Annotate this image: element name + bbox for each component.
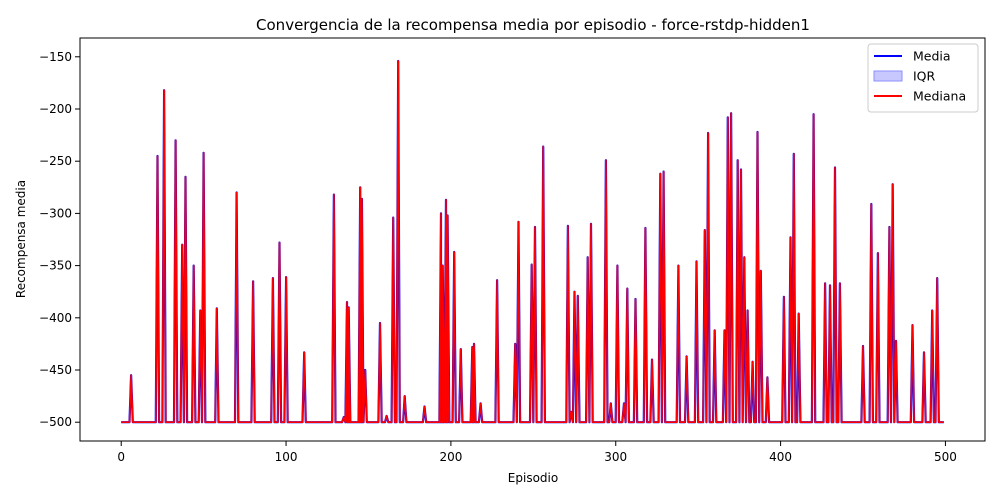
x-tick-label: 200	[439, 450, 462, 464]
x-tick-label: 400	[769, 450, 792, 464]
x-tick-label: 300	[604, 450, 627, 464]
legend-label-media: Media	[913, 49, 951, 64]
legend-swatch-iqr	[873, 70, 903, 82]
y-tick-label: −300	[39, 206, 72, 220]
y-axis: −500 −450 −400 −350 −300 −250 −200 −150	[39, 50, 80, 429]
x-tick-label: 500	[934, 450, 957, 464]
y-tick-label: −450	[39, 363, 72, 377]
y-tick-label: −500	[39, 415, 72, 429]
x-tick-label: 100	[275, 450, 298, 464]
y-tick-label: −150	[39, 50, 72, 64]
legend-label-mediana: Mediana	[913, 89, 966, 104]
x-axis-label: Episodio	[508, 471, 558, 485]
y-tick-label: −200	[39, 102, 72, 116]
chart-title: Convergencia de la recompensa media por …	[256, 16, 810, 34]
legend-label-iqr: IQR	[913, 69, 936, 84]
series-mediana-line	[121, 60, 944, 423]
x-tick-label: 0	[117, 450, 125, 464]
y-axis-label: Recompensa media	[14, 180, 28, 298]
y-tick-label: −250	[39, 154, 72, 168]
y-tick-label: −400	[39, 311, 72, 325]
legend: Media IQR Mediana	[867, 43, 979, 113]
x-axis: 0 100 200 300 400 500	[117, 441, 957, 464]
axes-frame	[79, 37, 986, 442]
y-tick-label: −350	[39, 259, 72, 273]
plot-area	[121, 59, 944, 424]
